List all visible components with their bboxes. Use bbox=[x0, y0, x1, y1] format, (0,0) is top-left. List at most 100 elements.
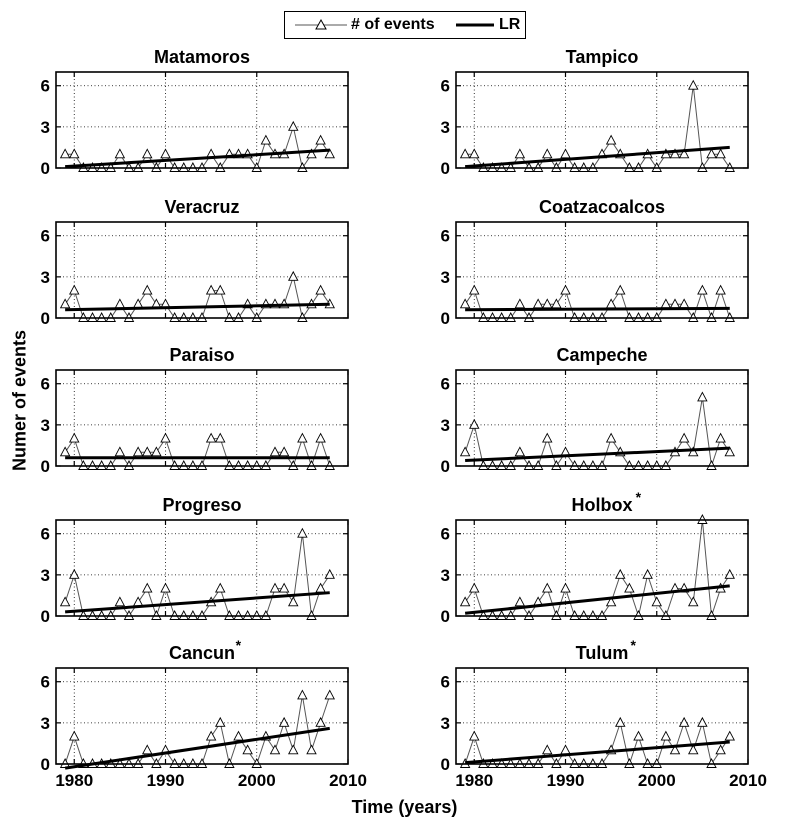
subplot-matamoros: Matamoros 0 3 6 bbox=[41, 47, 349, 178]
significance-star: * bbox=[236, 637, 242, 653]
event-point bbox=[551, 298, 562, 309]
axes-frame bbox=[55, 519, 349, 617]
event-point bbox=[69, 432, 80, 443]
event-point bbox=[59, 148, 71, 159]
event-point bbox=[542, 432, 553, 443]
event-point bbox=[633, 730, 644, 741]
event-point bbox=[469, 418, 480, 429]
event-point bbox=[724, 730, 735, 741]
y-tick-label: 3 bbox=[41, 566, 50, 585]
event-point bbox=[615, 716, 626, 727]
y-tick-label: 6 bbox=[41, 227, 50, 246]
subplot-cancun: Cancun * 1980 1990 2000 2010 0 3 6 bbox=[41, 637, 367, 790]
y-tick-label: 0 bbox=[441, 309, 450, 328]
axes-frame bbox=[455, 221, 749, 319]
lr-line bbox=[464, 584, 730, 615]
events-line bbox=[464, 289, 731, 320]
lr-line bbox=[465, 740, 730, 765]
y-tick-label: 0 bbox=[41, 607, 50, 626]
y-tick-label: 6 bbox=[41, 375, 50, 394]
event-point bbox=[651, 596, 662, 607]
event-point bbox=[560, 582, 571, 593]
legend-events-label: # of events bbox=[351, 16, 435, 33]
y-tick-label: 3 bbox=[41, 714, 50, 733]
event-point bbox=[469, 148, 480, 159]
event-point bbox=[605, 298, 617, 309]
event-point bbox=[514, 148, 526, 159]
y-tick-label: 0 bbox=[41, 309, 50, 328]
event-point bbox=[678, 716, 690, 727]
y-tick-label: 0 bbox=[41, 159, 50, 178]
event-point bbox=[160, 432, 171, 443]
subplot-progreso: Progreso 0 3 6 bbox=[41, 495, 349, 626]
event-point bbox=[459, 148, 471, 159]
subplot-title: Paraiso bbox=[169, 345, 234, 365]
y-tick-label: 6 bbox=[441, 375, 450, 394]
event-point bbox=[688, 446, 699, 457]
subplot-veracruz: Veracruz 0 3 6 bbox=[41, 197, 349, 328]
y-tick-label: 0 bbox=[441, 755, 450, 774]
x-tick-label: 2000 bbox=[238, 771, 276, 790]
event-point bbox=[605, 432, 617, 443]
y-tick-label: 3 bbox=[441, 118, 450, 137]
event-point bbox=[278, 716, 290, 727]
event-point bbox=[160, 148, 171, 159]
event-point bbox=[132, 596, 144, 607]
subplot-title: Veracruz bbox=[164, 197, 239, 217]
event-point bbox=[324, 568, 335, 579]
event-point bbox=[615, 284, 626, 295]
event-point bbox=[306, 148, 317, 159]
event-point bbox=[660, 298, 672, 309]
subplot-title: Matamoros bbox=[154, 47, 250, 67]
event-point bbox=[469, 284, 480, 295]
lr-line bbox=[465, 306, 730, 312]
event-point bbox=[605, 596, 617, 607]
event-point bbox=[688, 744, 699, 755]
event-point bbox=[142, 446, 153, 457]
event-point bbox=[514, 596, 526, 607]
subplot-title: Progreso bbox=[162, 495, 241, 515]
subplot-title: Tulum bbox=[576, 643, 629, 663]
event-point bbox=[697, 391, 708, 402]
subplot-paraiso: Paraiso 0 3 6 bbox=[41, 345, 349, 476]
event-point bbox=[560, 284, 571, 295]
y-tick-label: 6 bbox=[41, 673, 50, 692]
event-point bbox=[142, 284, 153, 295]
subplot-title: Tampico bbox=[566, 47, 639, 67]
event-point bbox=[59, 298, 71, 309]
events-line bbox=[464, 721, 731, 766]
axes-frame bbox=[455, 519, 749, 617]
event-point bbox=[160, 582, 171, 593]
event-point bbox=[269, 582, 281, 593]
event-point bbox=[715, 148, 726, 159]
event-point bbox=[288, 270, 299, 281]
event-point bbox=[688, 79, 699, 90]
x-tick-label: 1990 bbox=[147, 771, 185, 790]
x-tick-label: 2010 bbox=[329, 771, 367, 790]
lr-line bbox=[64, 726, 330, 770]
event-point bbox=[69, 730, 80, 741]
event-point bbox=[114, 298, 126, 309]
y-tick-label: 3 bbox=[441, 268, 450, 287]
event-point bbox=[315, 432, 326, 443]
event-point bbox=[678, 432, 690, 443]
event-point bbox=[724, 446, 735, 457]
significance-star: * bbox=[636, 489, 642, 505]
y-tick-label: 6 bbox=[441, 525, 450, 544]
event-point bbox=[660, 730, 672, 741]
subplot-title: Campeche bbox=[556, 345, 647, 365]
events-line bbox=[64, 437, 331, 468]
event-point bbox=[215, 716, 226, 727]
y-tick-label: 0 bbox=[41, 755, 50, 774]
event-point bbox=[132, 298, 144, 309]
event-point bbox=[715, 744, 726, 755]
lr-line bbox=[65, 591, 330, 614]
event-point bbox=[324, 689, 335, 700]
lr-line bbox=[465, 446, 730, 463]
event-point bbox=[605, 134, 617, 145]
event-point bbox=[678, 148, 690, 159]
y-tick-label: 6 bbox=[441, 77, 450, 96]
x-tick-label: 1980 bbox=[455, 771, 493, 790]
event-point bbox=[59, 596, 71, 607]
